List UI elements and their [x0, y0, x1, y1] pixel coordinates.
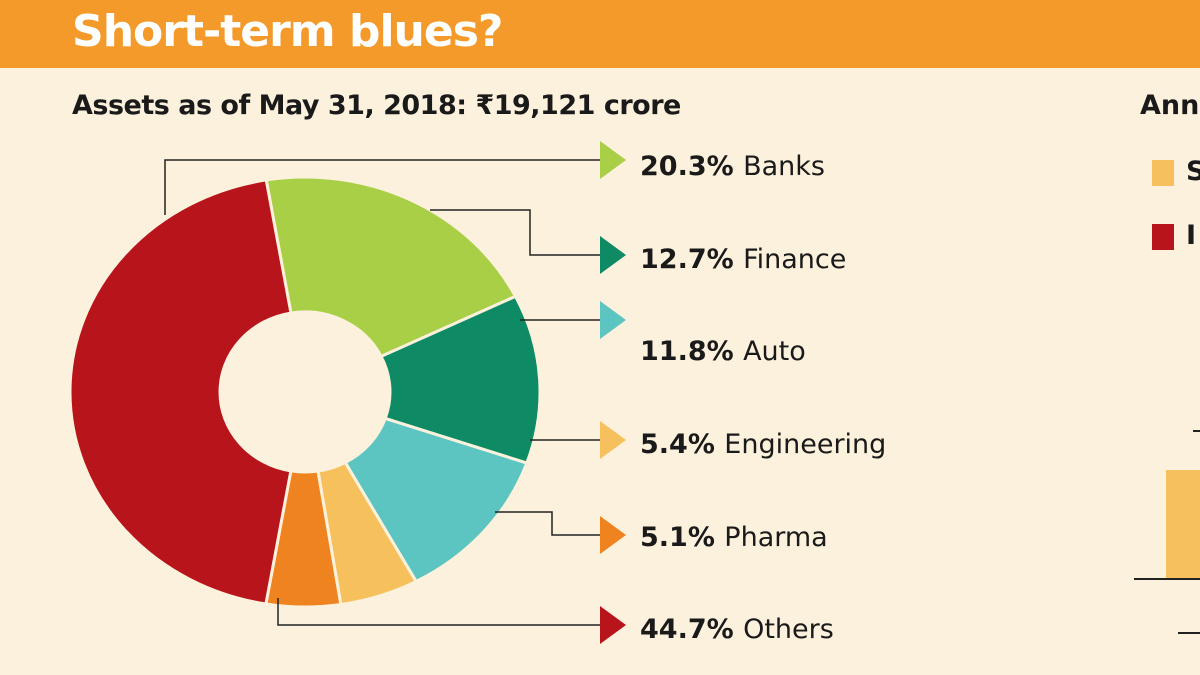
right-chart-title: Ann	[1140, 90, 1200, 121]
leader-line-pharma	[495, 511, 600, 536]
legend-label-engineering: 5.4% Engineering	[640, 429, 886, 460]
legend-value-others: 44.7%	[640, 614, 743, 645]
pie-slice-others	[68, 178, 293, 606]
legend-category-others: Others	[743, 614, 834, 645]
leader-line-others	[277, 598, 600, 626]
right-legend-swatch-0	[1152, 160, 1174, 186]
pie-slice-finance	[379, 294, 542, 465]
legend-label-pharma: 5.1% Pharma	[640, 522, 828, 553]
legend-arrow-finance	[600, 236, 626, 274]
legend-value-auto: 11.8%	[640, 336, 743, 367]
leader-line-banks	[164, 159, 600, 215]
legend-label-auto: 11.8% Auto	[640, 336, 806, 367]
legend-category-pharma: Pharma	[724, 522, 827, 553]
legend-arrow-auto	[600, 301, 626, 339]
legend-label-others: 44.7% Others	[640, 614, 834, 645]
legend-arrow-engineering	[600, 421, 626, 459]
legend-label-banks: 20.3% Banks	[640, 151, 825, 182]
right-chart-axis	[1134, 578, 1200, 580]
right-chart-baseline	[1178, 632, 1200, 634]
right-legend-label-1: I	[1186, 220, 1197, 251]
pie-slice-auto	[343, 416, 529, 584]
legend-value-engineering: 5.4%	[640, 429, 724, 460]
legend-category-banks: Banks	[743, 151, 825, 182]
legend-category-finance: Finance	[743, 244, 846, 275]
legend-arrow-banks	[600, 141, 626, 179]
legend-category-auto: Auto	[743, 336, 806, 367]
right-legend-label-0: S	[1186, 156, 1200, 187]
page-title: Short-term blues?	[72, 6, 503, 57]
right-legend-swatch-1	[1152, 224, 1174, 250]
legend-category-engineering: Engineering	[724, 429, 886, 460]
chart-subtitle: Assets as of May 31, 2018: ₹19,121 crore	[72, 90, 681, 121]
legend-arrow-pharma	[600, 516, 626, 554]
legend-value-pharma: 5.1%	[640, 522, 724, 553]
right-chart-bar	[1166, 470, 1200, 580]
legend-arrow-others	[600, 606, 626, 644]
legend-value-banks: 20.3%	[640, 151, 743, 182]
pie-slice-banks	[264, 175, 518, 359]
leader-line-finance	[430, 209, 600, 256]
legend-label-finance: 12.7% Finance	[640, 244, 846, 275]
right-chart-tick-mark	[1193, 430, 1200, 432]
header-banner: Short-term blues?	[0, 0, 1200, 68]
legend-value-finance: 12.7%	[640, 244, 743, 275]
